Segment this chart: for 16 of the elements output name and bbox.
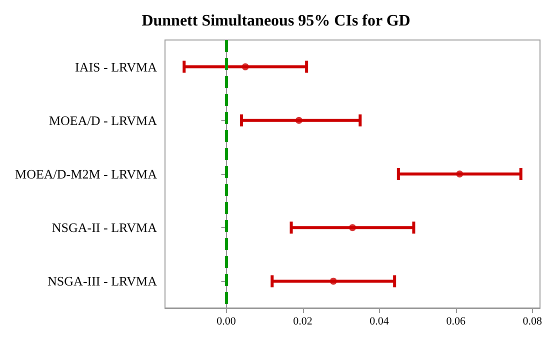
- x-tick-label: 0.08: [522, 316, 542, 328]
- y-tick-label: MOEA/D-M2M - LRVMA: [15, 166, 158, 182]
- chart-title: Dunnett Simultaneous 95% CIs for GD: [142, 12, 410, 30]
- y-tick-label: NSGA-II - LRVMA: [52, 220, 158, 236]
- point: [330, 278, 337, 285]
- point: [242, 63, 249, 70]
- x-tick-label: 0.02: [293, 316, 312, 328]
- y-tick-label: NSGA-III - LRVMA: [48, 274, 158, 289]
- point: [295, 116, 302, 124]
- x-tick-label: 0.00: [216, 316, 236, 328]
- point: [349, 224, 356, 232]
- x-tick-label: 0.06: [446, 316, 466, 328]
- x-tick-label: 0.04: [370, 316, 390, 328]
- y-tick-label: IAIS - LRVMA: [74, 59, 158, 74]
- y-tick-label: MOEA/D - LRVMA: [48, 112, 158, 128]
- point: [456, 170, 464, 178]
